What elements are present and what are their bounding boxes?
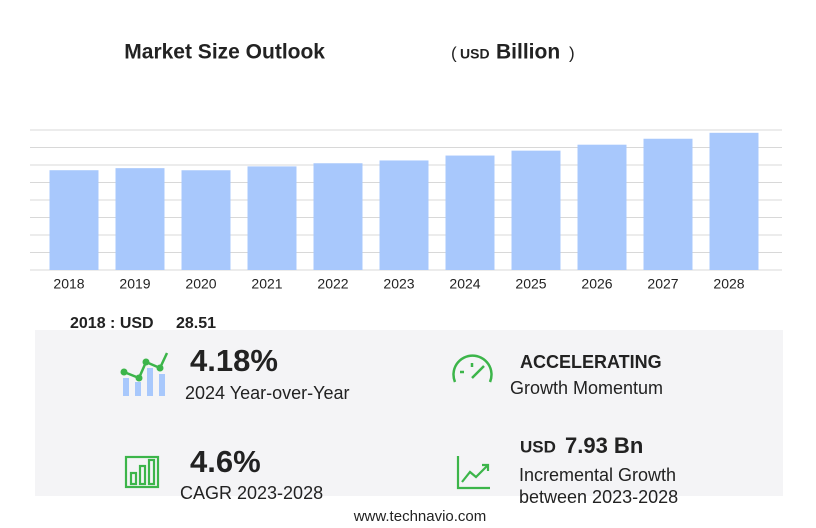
incremental-currency: USD bbox=[520, 437, 556, 456]
x-tick-label: 2018 bbox=[53, 276, 84, 292]
incremental-icon bbox=[456, 456, 490, 490]
incremental-label: Incremental Growth bbox=[519, 465, 676, 485]
bar bbox=[115, 168, 165, 270]
title-paren: ( bbox=[451, 43, 457, 62]
title-unit: Billion bbox=[496, 41, 560, 64]
bar bbox=[247, 166, 297, 270]
bar bbox=[577, 144, 627, 270]
bar bbox=[709, 132, 759, 270]
title-paren: ) bbox=[569, 43, 575, 62]
bar bbox=[643, 138, 693, 270]
momentum-icon bbox=[452, 354, 493, 383]
bar bbox=[181, 170, 231, 270]
yoy-label: 2024 Year-over-Year bbox=[185, 383, 349, 403]
x-tick-label: 2020 bbox=[185, 276, 216, 292]
cagr-value: 4.6% bbox=[190, 444, 261, 479]
chart-title: Market Size Outlook bbox=[124, 41, 325, 64]
incremental-label: between 2023-2028 bbox=[519, 487, 678, 507]
cagr-icon bbox=[124, 455, 160, 489]
x-tick-label: 2028 bbox=[713, 276, 744, 292]
highlight-value: 28.51 bbox=[176, 315, 216, 332]
bar bbox=[445, 155, 495, 270]
momentum-label: Growth Momentum bbox=[510, 378, 663, 398]
highlight-label: 2018 : USD bbox=[70, 315, 154, 332]
stats-panel bbox=[35, 330, 783, 496]
x-tick-label: 2021 bbox=[251, 276, 282, 292]
bar bbox=[49, 170, 99, 270]
x-tick-label: 2023 bbox=[383, 276, 414, 292]
x-tick-label: 2026 bbox=[581, 276, 612, 292]
momentum-value: ACCELERATING bbox=[520, 352, 662, 372]
footer: www.technavio.com bbox=[353, 508, 487, 525]
cagr-label: CAGR 2023-2028 bbox=[180, 483, 323, 503]
bar bbox=[313, 163, 363, 270]
x-tick-label: 2019 bbox=[119, 276, 150, 292]
x-tick-label: 2025 bbox=[515, 276, 546, 292]
x-tick-label: 2024 bbox=[449, 276, 480, 292]
x-tick-label: 2022 bbox=[317, 276, 348, 292]
incremental-value: 7.93 Bn bbox=[565, 433, 643, 458]
bar bbox=[379, 160, 429, 270]
x-tick-label: 2027 bbox=[647, 276, 678, 292]
yoy-value: 4.18% bbox=[190, 343, 278, 378]
bar bbox=[511, 150, 561, 270]
yoy-icon bbox=[120, 352, 169, 396]
title-currency: USD bbox=[460, 46, 490, 62]
